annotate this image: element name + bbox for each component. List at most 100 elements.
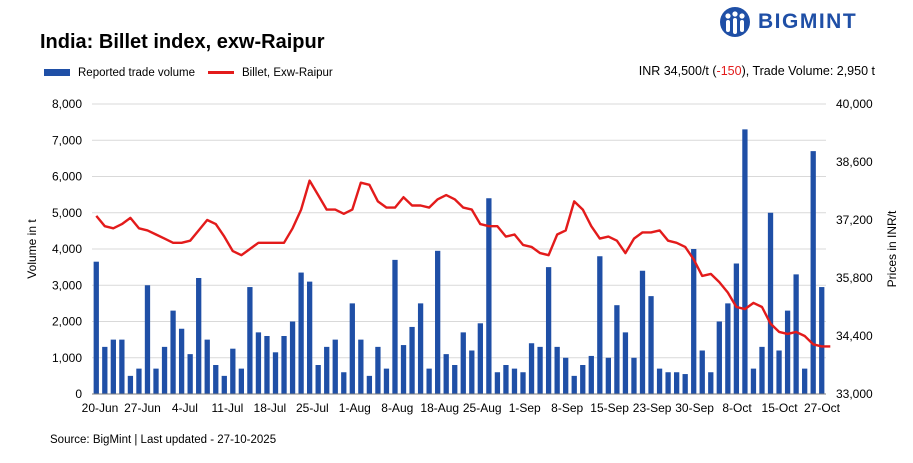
volume-bar <box>298 272 304 394</box>
volume-bar <box>537 346 543 394</box>
bigmint-logo: BIGMINT <box>718 6 888 38</box>
y-left-tick-label: 1,000 <box>52 351 82 365</box>
volume-bar <box>784 310 791 394</box>
x-tick-label: 1-Sep <box>509 401 541 415</box>
volume-bar <box>631 357 637 394</box>
volume-bar <box>588 355 594 394</box>
volume-bar <box>716 321 722 394</box>
y-right-tick-label: 40,000 <box>836 97 873 111</box>
volume-bar <box>289 321 296 394</box>
volume-bar <box>486 198 492 394</box>
volume-bar <box>264 336 270 394</box>
volume-bar <box>144 285 151 394</box>
volume-bar <box>742 129 748 394</box>
x-ticks: 20-Jun 27-Jun 4-Jul 11-Jul 18-Jul 25-Jul 1-Aug… <box>82 401 841 415</box>
volume-bar <box>554 346 560 394</box>
gridlines <box>92 103 826 359</box>
y-left-ticks: 0 1,000 2,000 3,000 4,000 5,000 6,000 7,000 8,00… <box>52 97 82 401</box>
volume-bar <box>563 357 569 394</box>
x-tick-label: 27-Jun <box>124 401 161 415</box>
y-right-tick-label: 34,400 <box>836 329 873 343</box>
x-tick-label: 18-Jul <box>254 401 287 415</box>
volume-bar <box>810 151 816 394</box>
x-tick-label: 23-Sep <box>633 401 672 415</box>
x-tick-label: 25-Jul <box>296 401 329 415</box>
volume-bar <box>605 357 612 394</box>
y-left-tick-label: 5,000 <box>52 206 82 220</box>
volume-bar <box>196 278 202 394</box>
volume-bar <box>819 287 825 394</box>
legend-item-volume: Reported trade volume <box>44 67 195 79</box>
y-left-tick-label: 7,000 <box>52 133 82 147</box>
volume-bar <box>699 350 705 394</box>
volume-bar <box>725 303 731 394</box>
volume-bar <box>648 296 654 394</box>
volume-bar <box>494 372 501 394</box>
volume-bar <box>272 352 279 394</box>
volume-bar <box>708 372 714 394</box>
legend-swatch-bar <box>44 69 70 77</box>
volume-bar <box>417 303 424 394</box>
volume-bar <box>622 332 629 394</box>
volume-bar <box>460 332 466 394</box>
y-left-axis-title: Volume in t <box>25 219 39 279</box>
volume-bars <box>93 129 825 394</box>
y-left-tick-label: 2,000 <box>52 315 82 329</box>
volume-bar <box>614 305 620 394</box>
volume-bar <box>221 375 227 394</box>
volume-bar <box>776 350 782 394</box>
y-left-tick-label: 3,000 <box>52 278 82 292</box>
volume-bar <box>673 372 680 394</box>
volume-bar <box>102 346 108 394</box>
summary-volume: ), Trade Volume: 2,950 t <box>741 64 875 78</box>
x-tick-label: 8-Oct <box>722 401 752 415</box>
summary-price: INR 34,500/t ( <box>638 64 717 78</box>
y-right-tick-label: 33,000 <box>836 387 873 401</box>
volume-bar <box>383 368 390 394</box>
volume-bar <box>639 270 646 394</box>
volume-bar <box>204 339 210 394</box>
source-note: Source: BigMint | Last updated - 27-10-2… <box>50 434 277 446</box>
y-left-tick-label: 0 <box>75 387 82 401</box>
volume-bar <box>767 212 774 394</box>
price-summary: INR 34,500/t (-150), Trade Volume: 2,950… <box>639 64 875 78</box>
volume-bar <box>435 250 441 394</box>
volume-bar <box>332 339 338 394</box>
volume-bar <box>255 332 262 394</box>
volume-bar <box>247 287 253 394</box>
volume-bar <box>571 375 577 394</box>
y-left-tick-label: 4,000 <box>52 242 82 256</box>
volume-bar <box>528 343 535 394</box>
volume-bar <box>161 346 168 394</box>
volume-bar <box>580 365 586 394</box>
chart-title: India: Billet index, exw-Raipur <box>40 31 325 53</box>
x-tick-label: 20-Jun <box>82 401 119 415</box>
legend-label-price: Billet, Exw-Raipur <box>242 67 333 79</box>
x-tick-label: 15-Oct <box>762 401 799 415</box>
volume-bar <box>443 354 449 394</box>
volume-bar <box>793 274 799 394</box>
logo-text: BIGMINT <box>758 10 858 33</box>
x-tick-label: 1-Aug <box>339 401 371 415</box>
volume-bar <box>187 354 193 394</box>
volume-bar <box>656 368 663 394</box>
volume-bar <box>400 345 407 394</box>
volume-bar <box>469 350 475 394</box>
volume-bar <box>665 372 671 394</box>
x-tick-label: 8-Sep <box>551 401 583 415</box>
volume-bar <box>170 310 176 394</box>
y-right-ticks: 33,000 34,400 35,800 37,200 38,600 40,000 <box>836 97 873 401</box>
x-tick-label: 27-Oct <box>804 401 841 415</box>
volume-bar <box>750 368 757 394</box>
volume-bar <box>213 365 219 394</box>
x-tick-label: 8-Aug <box>381 401 413 415</box>
x-tick-label: 25-Aug <box>463 401 502 415</box>
volume-bar <box>503 365 509 394</box>
volume-bar <box>691 249 697 394</box>
volume-bar <box>409 326 415 394</box>
volume-bar <box>136 368 142 394</box>
x-tick-label: 18-Aug <box>420 401 459 415</box>
legend-item-price: Billet, Exw-Raipur <box>208 67 333 79</box>
legend-label-volume: Reported trade volume <box>78 67 195 79</box>
